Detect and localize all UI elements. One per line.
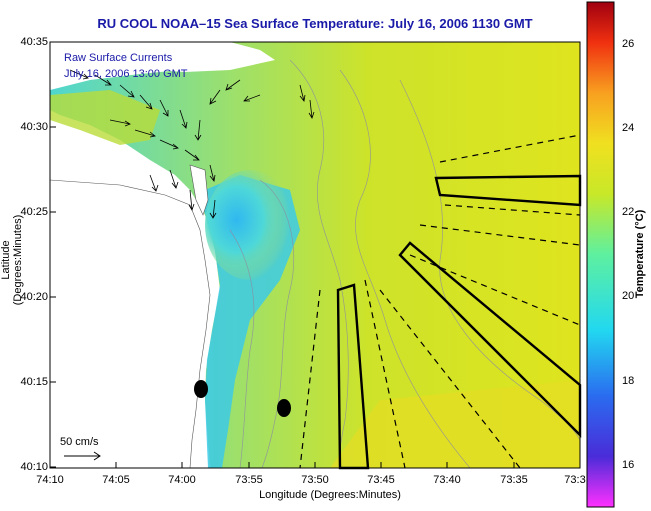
y-tick-label: 40:20 bbox=[20, 291, 48, 303]
dashed-line bbox=[419, 224, 581, 246]
mooring-marker bbox=[194, 380, 208, 398]
x-tick-label: 73:55 bbox=[235, 474, 263, 486]
dashed-line bbox=[444, 204, 581, 216]
mooring-marker bbox=[277, 399, 291, 417]
x-tick-label: 73:45 bbox=[367, 474, 395, 486]
dashed-line bbox=[379, 289, 521, 469]
x-tick-label: 73:50 bbox=[301, 474, 329, 486]
land-new-jersey-coast bbox=[49, 179, 211, 469]
colorbar-tick-label: 18 bbox=[622, 375, 635, 387]
y-tick-label: 40:10 bbox=[20, 461, 48, 473]
y-tick-label: 40:30 bbox=[20, 121, 48, 133]
warm-sst-patch bbox=[330, 380, 580, 468]
colorbar-tick-label: 24 bbox=[622, 122, 635, 134]
y-tick-label: 40:35 bbox=[20, 36, 48, 48]
dashed-line bbox=[299, 289, 321, 469]
colorbar-label: Temperature (°C) bbox=[634, 209, 646, 299]
axis-ticks bbox=[49, 41, 581, 468]
colorbar bbox=[586, 1, 615, 508]
cold-core bbox=[205, 170, 295, 280]
dashed-line bbox=[409, 254, 581, 326]
colorbar-tick-label: 26 bbox=[622, 38, 635, 50]
colorbar-tick-label: 16 bbox=[622, 459, 635, 471]
legend-line-1: Raw Surface Currents bbox=[64, 52, 173, 64]
x-axis-label: Longitude (Degrees:Minutes) bbox=[259, 489, 401, 501]
scale-label: 50 cm/s bbox=[60, 436, 99, 448]
y-tick-label: 40:25 bbox=[20, 206, 48, 218]
x-tick-label: 74:05 bbox=[102, 474, 130, 486]
sandy-hook bbox=[189, 164, 209, 216]
x-tick-label: 74:00 bbox=[168, 474, 196, 486]
legend-line-2: July 16, 2006 13:00 GMT bbox=[64, 68, 188, 80]
map-title: RU COOL NOAA–15 Sea Surface Temperature:… bbox=[97, 16, 533, 31]
y-tick-label: 40:15 bbox=[20, 376, 48, 388]
colorbar-tick-label: 20 bbox=[622, 290, 635, 302]
x-tick-label: 73:40 bbox=[433, 474, 461, 486]
scale-arrow bbox=[64, 451, 101, 461]
x-tick-label: 73:3 bbox=[564, 474, 586, 486]
colorbar-tick-label: 22 bbox=[622, 206, 635, 218]
surface-current-vectors bbox=[69, 69, 315, 219]
ocean-sst-field bbox=[50, 42, 580, 468]
x-tick-label: 73:35 bbox=[500, 474, 528, 486]
y-axis-label: Latitude (Degrees:Minutes) bbox=[0, 214, 24, 306]
north-sst-patch bbox=[50, 90, 160, 145]
dashed-line bbox=[439, 134, 581, 163]
x-tick-label: 74:10 bbox=[36, 474, 64, 486]
land-new-york-bay bbox=[120, 42, 275, 72]
